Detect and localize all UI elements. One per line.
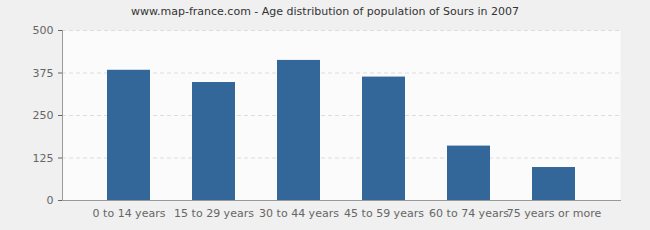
svg-text:45 to 59 years: 45 to 59 years bbox=[344, 207, 424, 220]
svg-text:125: 125 bbox=[33, 152, 54, 165]
svg-text:375: 375 bbox=[33, 67, 54, 80]
svg-text:15 to 29 years: 15 to 29 years bbox=[174, 207, 254, 220]
html-text:www.map-france.com - Age distr: www.map-france.com - Age distribution of… bbox=[131, 5, 519, 18]
svg-text:60 to 74 years: 60 to 74 years bbox=[429, 207, 509, 220]
svg-text:0 to 14 years: 0 to 14 years bbox=[93, 207, 166, 220]
svg-text:0: 0 bbox=[47, 194, 54, 207]
svg-text:75 years or more: 75 years or more bbox=[507, 207, 602, 220]
svg-text:500: 500 bbox=[33, 24, 54, 37]
svg-text:250: 250 bbox=[33, 109, 54, 122]
svg-text:30 to 44 years: 30 to 44 years bbox=[259, 207, 339, 220]
